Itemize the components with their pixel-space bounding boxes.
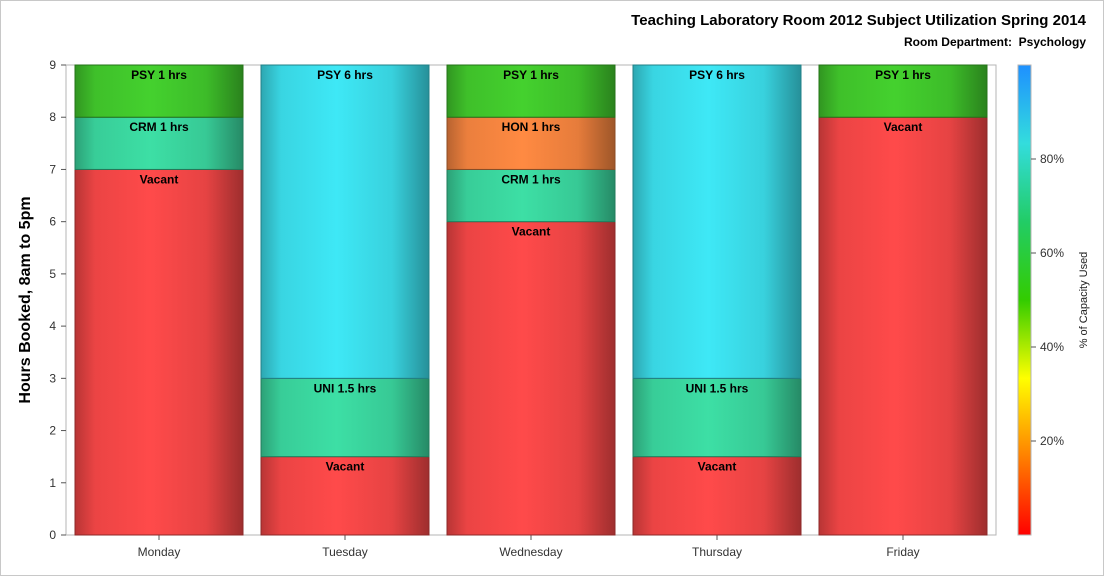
bar-segment <box>446 116 616 170</box>
bar-segment-label: PSY 6 hrs <box>317 68 373 82</box>
chart-subtitle: Room Department: Psychology <box>903 35 1086 49</box>
y-tick-label: 9 <box>49 58 56 72</box>
y-tick-label: 5 <box>49 267 56 281</box>
bar-segment-label: CRM 1 hrs <box>501 172 561 186</box>
bar-segment <box>74 168 244 536</box>
bar-segment <box>74 64 244 118</box>
bar-segment-label: PSY 1 hrs <box>131 68 187 82</box>
y-tick-label: 6 <box>49 215 56 229</box>
x-tick-label: Tuesday <box>322 545 368 559</box>
bar-segment-label: PSY 1 hrs <box>875 68 931 82</box>
bar-segment <box>818 116 988 536</box>
bar-segment <box>260 377 430 458</box>
colorbar-tick-label: 20% <box>1040 434 1064 448</box>
bar-segment <box>632 456 802 536</box>
bar-segment <box>818 64 988 118</box>
y-tick-label: 2 <box>49 424 56 438</box>
bar-segment-label: CRM 1 hrs <box>129 120 189 134</box>
bar-segment <box>632 64 802 379</box>
bar-segment-label: Vacant <box>884 120 923 134</box>
bar-segment <box>446 221 616 536</box>
bar-segment <box>260 456 430 536</box>
x-tick-label: Wednesday <box>499 545 562 559</box>
y-tick-label: 8 <box>49 110 56 124</box>
bar-segment-label: Vacant <box>140 172 179 186</box>
bar-segment-label: Vacant <box>698 460 737 474</box>
bar-segment-label: UNI 1.5 hrs <box>686 381 749 395</box>
colorbar-label: % of Capacity Used <box>1078 252 1090 349</box>
y-tick-label: 3 <box>49 371 56 385</box>
colorbar-scale <box>1017 64 1032 536</box>
colorbar-tick-label: 80% <box>1040 152 1064 166</box>
bar-segment-label: Vacant <box>512 225 551 239</box>
bar-segment-label: Vacant <box>326 460 365 474</box>
bar-segment <box>446 168 616 223</box>
y-tick-label: 7 <box>49 162 56 176</box>
x-tick-label: Monday <box>138 545 181 559</box>
bar-segment <box>260 64 430 379</box>
y-tick-label: 4 <box>49 319 56 333</box>
bar-segment-label: HON 1 hrs <box>502 120 561 134</box>
colorbar-tick-label: 60% <box>1040 246 1064 260</box>
x-tick-label: Friday <box>886 545 919 559</box>
y-tick-label: 1 <box>49 476 56 490</box>
chart-title: Teaching Laboratory Room 2012 Subject Ut… <box>631 12 1086 29</box>
bar-segment <box>446 64 616 118</box>
bar-segment-label: PSY 1 hrs <box>503 68 559 82</box>
bar-segment-label: UNI 1.5 hrs <box>314 381 377 395</box>
bar-segment <box>632 377 802 458</box>
y-axis-label: Hours Booked, 8am to 5pm <box>17 196 34 403</box>
colorbar-tick-label: 40% <box>1040 340 1064 354</box>
bar-segment-label: PSY 6 hrs <box>689 68 745 82</box>
x-tick-label: Thursday <box>692 545 742 559</box>
bar-segment <box>74 116 244 170</box>
y-tick-label: 0 <box>49 528 56 542</box>
